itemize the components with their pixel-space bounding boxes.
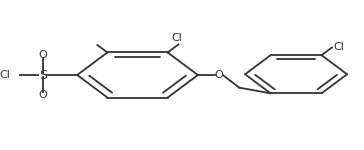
Text: Cl: Cl xyxy=(171,33,182,43)
Text: O: O xyxy=(215,70,223,80)
Text: O: O xyxy=(38,50,47,60)
Text: S: S xyxy=(39,69,47,81)
Text: Cl: Cl xyxy=(0,70,10,80)
Text: Cl: Cl xyxy=(334,42,345,52)
Text: O: O xyxy=(38,90,47,100)
